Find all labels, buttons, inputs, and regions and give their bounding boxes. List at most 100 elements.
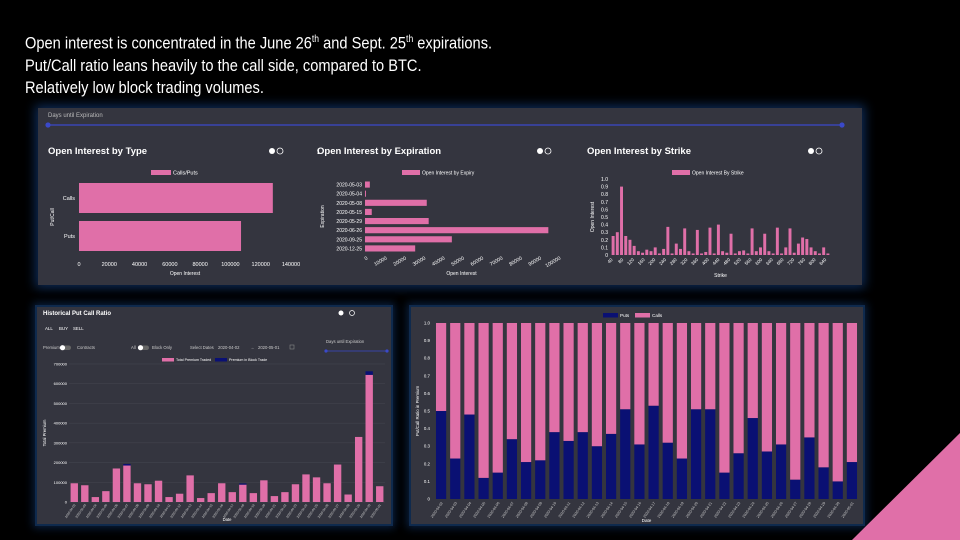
oi-strike-title: Open Interest by Strike bbox=[587, 146, 691, 157]
oi-exp-legend-label: Open Interest by Expiry bbox=[422, 171, 475, 177]
oi-strike-x-label: Strike bbox=[714, 273, 727, 279]
block-only-toggle-label: Block Only bbox=[152, 345, 173, 350]
hist-bar-block bbox=[239, 483, 247, 485]
calendar-icon[interactable] bbox=[289, 344, 295, 350]
oi-strike-bar bbox=[763, 233, 767, 255]
headline-line-3: Relatively low block trading volumes. bbox=[25, 77, 264, 97]
pc-bar-puts bbox=[705, 409, 716, 499]
put-call-ratio-bars: Puts Calls 0 0.1 0.2 0.3 0.4 0.5 0.6 0.7 0.8 0.9 1.0… bbox=[415, 313, 858, 523]
oi-exp-x-tick: 0 bbox=[364, 255, 370, 262]
days-until-expiration-label: Days until Expiration bbox=[48, 113, 103, 119]
pc-bar-puts bbox=[747, 418, 758, 499]
oi-exp-bar bbox=[365, 227, 549, 234]
oi-strike-bar bbox=[645, 249, 649, 255]
pc-x-tick: 2020-04-10 bbox=[543, 501, 557, 518]
pc-bar-calls bbox=[605, 323, 617, 434]
hist-slider-handle-left[interactable] bbox=[324, 349, 328, 353]
put-call-ratio-chart: Puts Calls 0 0.1 0.2 0.3 0.4 0.5 0.6 0.7 0.8 0.9 1.0… bbox=[415, 313, 858, 523]
oi-strike-bar bbox=[733, 253, 737, 255]
pc-bar-puts bbox=[577, 432, 588, 499]
oi-exp-bar bbox=[365, 236, 452, 243]
pc-x-tick: 2020-04-17 bbox=[643, 501, 657, 518]
oi-exp-category-label: 2020-12-25 bbox=[336, 246, 362, 252]
filter-all-button[interactable]: ALL bbox=[45, 326, 53, 331]
oi-type-legend-swatch bbox=[151, 170, 171, 175]
pc-bar-puts bbox=[719, 472, 730, 499]
oi-strike-bar bbox=[611, 236, 615, 255]
pc-x-tick: 2020-05-01 bbox=[841, 501, 855, 518]
oi-type-x-tick: 60000 bbox=[162, 262, 177, 268]
hist-bar-total bbox=[291, 484, 300, 502]
oi-expiration-help-icon[interactable] bbox=[544, 147, 552, 155]
pc-bar-calls bbox=[464, 323, 475, 415]
oi-strike-y-label: Open Interest bbox=[590, 201, 596, 232]
historical-help-icon[interactable] bbox=[349, 310, 355, 316]
oi-type-y-label: Put/Call bbox=[50, 208, 56, 226]
oi-strike-x-tick: 80 bbox=[617, 257, 624, 264]
pc-bar-calls bbox=[506, 323, 518, 440]
pc-bar-calls bbox=[804, 323, 815, 438]
historical-put-call-chart: Historical Put Call Ratio ALL BUY SELL Pre… bbox=[42, 310, 389, 522]
oi-strike-bar bbox=[679, 248, 682, 255]
open-interest-dashboard: Days until Expiration Open Interest by T… bbox=[38, 108, 862, 285]
hist-bar-total bbox=[281, 492, 289, 502]
pc-bar-calls bbox=[719, 323, 730, 473]
pc-bar-calls bbox=[733, 323, 744, 454]
oi-strike-info-icon[interactable] bbox=[808, 148, 814, 154]
oi-exp-x-tick: 80000 bbox=[508, 255, 523, 267]
oi-strike-x-tick: 120 bbox=[626, 257, 635, 266]
oi-strike-legend-label: Open Interest By Strike bbox=[692, 171, 744, 177]
hist-bar-total bbox=[376, 486, 384, 502]
oi-strike-bar bbox=[805, 239, 809, 255]
oi-exp-x-tick: 30000 bbox=[412, 255, 427, 267]
hist-bar-total bbox=[323, 483, 331, 502]
filter-buy-button[interactable]: BUY bbox=[59, 326, 68, 331]
hist-bar-total bbox=[207, 493, 215, 502]
pc-x-tick: 2020-04-28 bbox=[798, 501, 812, 518]
hist-legend-total-swatch bbox=[162, 358, 174, 362]
side-filter-buttons: ALL BUY SELL bbox=[45, 326, 84, 331]
oi-strike-bar bbox=[780, 253, 784, 255]
hist-bar-total bbox=[91, 497, 100, 502]
pc-bar-puts bbox=[450, 458, 461, 499]
hist-bar-total bbox=[344, 494, 352, 502]
pc-bar-puts bbox=[648, 405, 659, 499]
hist-bar-total bbox=[70, 483, 78, 502]
historical-info-icon[interactable] bbox=[338, 310, 344, 316]
oi-type-x-tick: 0 bbox=[77, 262, 80, 268]
oi-strike-x-tick: 200 bbox=[647, 257, 656, 266]
oi-strike-x-tick: 280 bbox=[669, 257, 678, 266]
date-from-input[interactable]: 2020-04-02 bbox=[218, 345, 240, 350]
open-interest-charts: Days until Expiration Open Interest by T… bbox=[45, 113, 845, 279]
hist-slider-handle-right[interactable] bbox=[385, 349, 389, 353]
oi-exp-bar bbox=[365, 245, 416, 252]
oi-type-x-tick: 140000 bbox=[282, 262, 300, 268]
pc-y-tick: 1.0 bbox=[424, 321, 431, 326]
all-toggle-label: All bbox=[131, 345, 136, 350]
oi-type-help-icon[interactable] bbox=[276, 147, 284, 155]
pc-bar-puts bbox=[761, 451, 773, 499]
hist-bar-total bbox=[228, 492, 236, 502]
oi-type-info-icon[interactable]: ℹ︎ bbox=[317, 148, 320, 156]
oi-strike-help-icon[interactable] bbox=[815, 147, 823, 155]
pc-x-tick: 2020-04-24 bbox=[742, 501, 756, 518]
pc-x-tick: 2020-04-20 bbox=[685, 501, 699, 518]
oi-strike-x-tick: 160 bbox=[637, 257, 646, 266]
hist-bar-total bbox=[123, 465, 131, 502]
oi-type-info-dot[interactable] bbox=[269, 148, 275, 154]
pc-x-tick: 2020-04-16 bbox=[628, 501, 642, 518]
expiration-slider-handle-left[interactable] bbox=[45, 122, 51, 128]
pc-bar-puts bbox=[506, 439, 518, 499]
oi-exp-x-tick: 60000 bbox=[470, 255, 485, 267]
oi-expiration-info-icon[interactable] bbox=[537, 148, 543, 154]
date-to-input[interactable]: 2020-05-01 bbox=[258, 345, 280, 350]
oi-strike-x-tick: 520 bbox=[733, 257, 742, 266]
pc-bar-calls bbox=[775, 323, 787, 445]
pc-bar-puts bbox=[662, 442, 673, 499]
oi-exp-x-tick: 100000 bbox=[545, 255, 563, 269]
pc-x-tick: 2020-04-29 bbox=[813, 501, 827, 518]
hist-bar-block bbox=[123, 463, 131, 466]
filter-sell-button[interactable]: SELL bbox=[73, 326, 84, 331]
pc-x-tick: 2020-04-07 bbox=[501, 501, 515, 518]
expiration-slider-handle-right[interactable] bbox=[839, 122, 845, 128]
